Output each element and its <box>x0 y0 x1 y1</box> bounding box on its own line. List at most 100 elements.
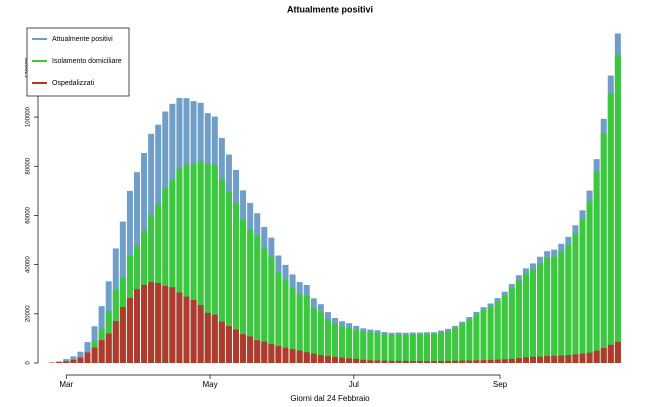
legend-label: Attualmente positivi <box>52 36 113 43</box>
bar <box>445 360 452 363</box>
bar <box>91 347 98 363</box>
bar <box>607 344 614 363</box>
bar <box>579 353 586 363</box>
bar <box>183 296 190 363</box>
bar <box>395 334 402 363</box>
bar <box>600 133 607 363</box>
bar <box>225 191 232 363</box>
bar <box>558 251 565 363</box>
bar <box>247 336 254 363</box>
bar <box>494 359 501 363</box>
bar <box>438 332 445 363</box>
bar <box>141 284 148 363</box>
bar <box>169 287 176 363</box>
bar <box>367 360 374 363</box>
bar <box>508 358 515 363</box>
bar <box>388 360 395 363</box>
x-tick-label: Sep <box>493 380 508 389</box>
bar <box>586 200 593 363</box>
bar <box>197 304 204 363</box>
bar <box>77 357 84 363</box>
bar <box>614 341 621 363</box>
bar <box>204 312 211 363</box>
bar <box>197 160 204 363</box>
y-tick-label: 20000 <box>26 305 32 322</box>
bar <box>445 330 452 363</box>
bar <box>353 358 360 363</box>
bar <box>254 340 261 363</box>
bar <box>586 352 593 363</box>
bar <box>360 359 367 363</box>
bar <box>317 312 324 363</box>
legend-label: Isolamento domiciliare <box>52 58 122 65</box>
bar <box>105 333 112 363</box>
bar <box>416 334 423 363</box>
bar <box>480 360 487 363</box>
bar <box>402 334 409 363</box>
bar <box>176 168 183 363</box>
bar <box>529 356 537 363</box>
bar <box>346 327 353 363</box>
bar <box>473 314 480 363</box>
bar <box>310 307 317 363</box>
bar <box>169 179 176 363</box>
bar <box>218 321 225 363</box>
bar <box>452 328 459 363</box>
bar <box>515 358 522 363</box>
y-tick-label: 40000 <box>26 256 32 273</box>
bar <box>232 203 240 363</box>
bar <box>544 257 551 363</box>
bar <box>466 319 473 363</box>
bar <box>84 352 91 363</box>
bar <box>537 263 544 363</box>
bar <box>430 334 438 363</box>
bar <box>112 321 119 363</box>
bar <box>353 330 360 363</box>
bar <box>155 283 162 363</box>
bar <box>409 361 416 363</box>
x-tick-label: Mar <box>59 380 73 389</box>
bar <box>126 297 133 363</box>
bar <box>565 244 572 363</box>
bar <box>204 163 211 363</box>
bar <box>409 334 416 363</box>
y-tick-label: 60000 <box>26 206 32 223</box>
bar <box>183 164 190 363</box>
bar <box>324 318 331 363</box>
bar <box>508 288 515 363</box>
bar <box>600 347 607 363</box>
bar <box>501 295 508 363</box>
bar <box>70 359 77 363</box>
bar <box>551 355 558 363</box>
bar <box>339 326 346 363</box>
bar <box>593 171 600 363</box>
bar <box>529 269 537 363</box>
bar <box>374 332 381 363</box>
bar <box>374 360 381 363</box>
bar <box>473 360 480 363</box>
bar <box>381 360 388 363</box>
bar <box>388 334 395 363</box>
bar <box>218 179 225 363</box>
bar <box>501 359 508 363</box>
bar <box>289 288 296 363</box>
bar <box>289 349 296 363</box>
bar <box>522 273 529 363</box>
bar <box>515 280 522 363</box>
bar <box>63 361 70 363</box>
bar <box>438 361 445 363</box>
bar <box>367 332 374 363</box>
bar <box>211 314 218 363</box>
y-tick-label: 80000 <box>26 157 32 174</box>
bar <box>98 340 105 363</box>
bar <box>402 360 409 363</box>
bar <box>423 361 430 363</box>
bar <box>346 358 353 363</box>
bar <box>607 93 614 363</box>
bar <box>466 360 473 363</box>
bar <box>487 359 494 363</box>
bar <box>148 282 155 363</box>
bar <box>133 289 141 363</box>
bar <box>331 324 339 363</box>
